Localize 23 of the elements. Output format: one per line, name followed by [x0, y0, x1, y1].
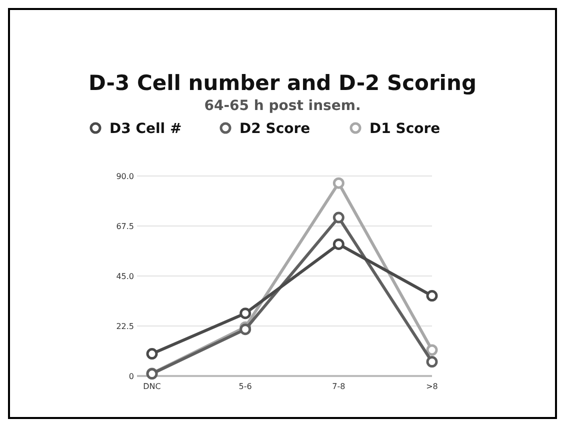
x-tick-label: DNC [143, 382, 162, 391]
chart-title: D-3 Cell number and D-2 Scoring [88, 71, 477, 95]
point [426, 344, 438, 356]
point [240, 308, 252, 320]
point [146, 348, 158, 360]
y-tick-label: 45.0 [116, 272, 134, 281]
point [426, 290, 438, 302]
x-tick-label: >8 [426, 382, 438, 391]
y-tick-label: 67.5 [116, 222, 134, 231]
y-tick-label: 90.0 [116, 172, 134, 181]
x-tick-label: 5-6 [238, 382, 252, 391]
legend-label: D3 Cell # [110, 121, 182, 137]
legend-label: D2 Score [240, 121, 310, 137]
y-tick-label: 22.5 [116, 322, 134, 331]
legend-label: D1 Score [370, 121, 440, 137]
point [426, 356, 438, 368]
point [240, 324, 252, 336]
point [332, 212, 344, 224]
y-tick-label: 0 [128, 372, 134, 381]
point [332, 177, 344, 189]
point [332, 238, 344, 250]
chart-subtitle: 64-65 h post insem. [204, 98, 361, 114]
x-tick-label: 7-8 [332, 382, 346, 391]
